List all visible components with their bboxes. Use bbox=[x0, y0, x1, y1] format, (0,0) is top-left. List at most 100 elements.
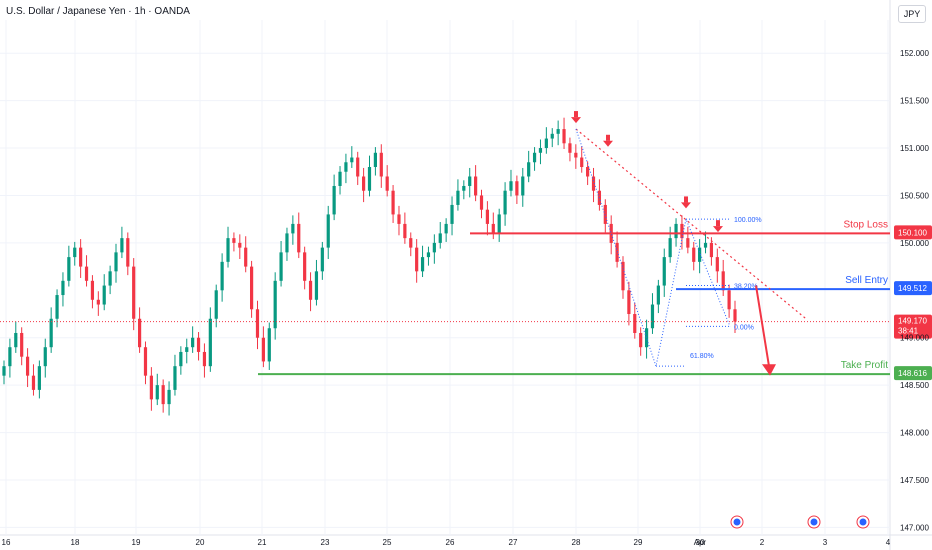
candle bbox=[532, 147, 537, 171]
candle-body bbox=[238, 242, 242, 248]
candle-body bbox=[37, 366, 41, 390]
x-tick-label: 23 bbox=[321, 538, 330, 547]
candle-body bbox=[432, 242, 436, 253]
candle-body bbox=[114, 252, 118, 272]
x-tick-label: Apr bbox=[694, 538, 707, 547]
fib-label: 0.00% bbox=[734, 324, 754, 331]
candle bbox=[692, 241, 696, 271]
arrow-head bbox=[713, 226, 723, 233]
candle bbox=[185, 338, 189, 364]
level-label: Take Profit bbox=[841, 360, 888, 371]
candle bbox=[556, 120, 560, 146]
candle bbox=[544, 127, 548, 154]
current-price-label: 149.170 bbox=[898, 317, 927, 326]
y-axis: 152.000 151.500 151.000 150.500 150.000 149.0… bbox=[900, 49, 929, 532]
event-icon-center bbox=[859, 518, 867, 526]
price-tag bbox=[894, 225, 932, 240]
candle bbox=[633, 302, 637, 339]
fib-label: 61.80% bbox=[690, 353, 714, 360]
candle bbox=[338, 166, 342, 195]
candle bbox=[273, 272, 277, 340]
y-tick-label: 147.000 bbox=[900, 523, 929, 532]
candle-body bbox=[692, 247, 696, 262]
candle bbox=[527, 150, 531, 183]
y-tick-label: 149.000 bbox=[900, 334, 929, 343]
candle-body bbox=[261, 337, 265, 362]
candle-body bbox=[680, 223, 684, 239]
candle-body bbox=[426, 252, 431, 258]
candle bbox=[550, 128, 554, 148]
candle-body bbox=[562, 129, 566, 144]
arrow-head bbox=[681, 202, 691, 209]
chart-title: U.S. Dollar / Japanese Yen · 1h · OANDA bbox=[6, 6, 190, 17]
candle-body bbox=[273, 280, 277, 329]
candle bbox=[362, 167, 366, 203]
candle-body bbox=[391, 190, 395, 215]
candle bbox=[25, 348, 30, 388]
candle bbox=[580, 146, 584, 173]
candle bbox=[31, 364, 36, 396]
candle bbox=[568, 137, 572, 162]
candle bbox=[586, 161, 590, 186]
candle bbox=[49, 307, 53, 353]
y-tick-label: 151.000 bbox=[900, 144, 929, 153]
candle-body bbox=[385, 176, 389, 191]
candle bbox=[715, 248, 719, 283]
candle bbox=[639, 327, 643, 356]
candle bbox=[456, 179, 460, 211]
currency-button[interactable]: JPY bbox=[898, 5, 926, 23]
candle-body bbox=[320, 247, 324, 272]
candle bbox=[591, 167, 596, 203]
candle-body bbox=[25, 356, 30, 376]
candle bbox=[468, 167, 472, 198]
candle bbox=[709, 237, 714, 266]
candle-body bbox=[633, 314, 637, 333]
candle bbox=[326, 205, 330, 260]
candle bbox=[132, 258, 136, 331]
candle-body bbox=[84, 266, 89, 281]
candle bbox=[627, 281, 631, 326]
candle-body bbox=[468, 176, 472, 186]
candle bbox=[208, 307, 212, 372]
annotations: 100.00% 38.20% 0.00% 61.80% bbox=[571, 111, 870, 529]
candle-body bbox=[338, 171, 342, 186]
fib-label: 38.20% bbox=[734, 284, 758, 291]
arrow-stem bbox=[606, 134, 610, 141]
candle-body bbox=[621, 261, 625, 291]
candle bbox=[409, 232, 413, 257]
candle bbox=[255, 300, 260, 350]
candle-body bbox=[79, 247, 83, 267]
candle-body bbox=[362, 176, 366, 191]
candle-body bbox=[108, 271, 112, 286]
candle bbox=[668, 226, 672, 263]
candle-body bbox=[580, 157, 584, 168]
candle-body bbox=[639, 332, 643, 348]
candle bbox=[232, 232, 236, 252]
candle-body bbox=[727, 290, 731, 310]
y-tick-label: 147.500 bbox=[900, 476, 929, 485]
candle-body bbox=[515, 181, 519, 196]
candle-body bbox=[450, 204, 454, 224]
candle bbox=[120, 226, 124, 259]
candle-body bbox=[474, 176, 478, 196]
level-label: Sell Entry bbox=[845, 275, 888, 286]
candle bbox=[137, 307, 142, 353]
levels: Stop Loss 150.100 Sell Entry 149.512 Take Pr… bbox=[0, 219, 932, 381]
candle-body bbox=[126, 238, 130, 267]
candle-body bbox=[379, 152, 383, 177]
candle-body bbox=[350, 157, 354, 163]
candle bbox=[450, 196, 454, 236]
candle-body bbox=[721, 271, 725, 291]
candle bbox=[397, 205, 401, 236]
candle-body bbox=[532, 152, 537, 163]
candle bbox=[474, 165, 478, 202]
x-tick-label: 18 bbox=[71, 538, 80, 547]
candle bbox=[167, 381, 171, 416]
candle bbox=[191, 326, 195, 353]
candle-body bbox=[497, 214, 501, 234]
candle-body bbox=[96, 299, 100, 305]
candle bbox=[574, 144, 578, 169]
candle-body bbox=[61, 280, 65, 296]
countdown-label: 38:41 bbox=[898, 327, 919, 336]
